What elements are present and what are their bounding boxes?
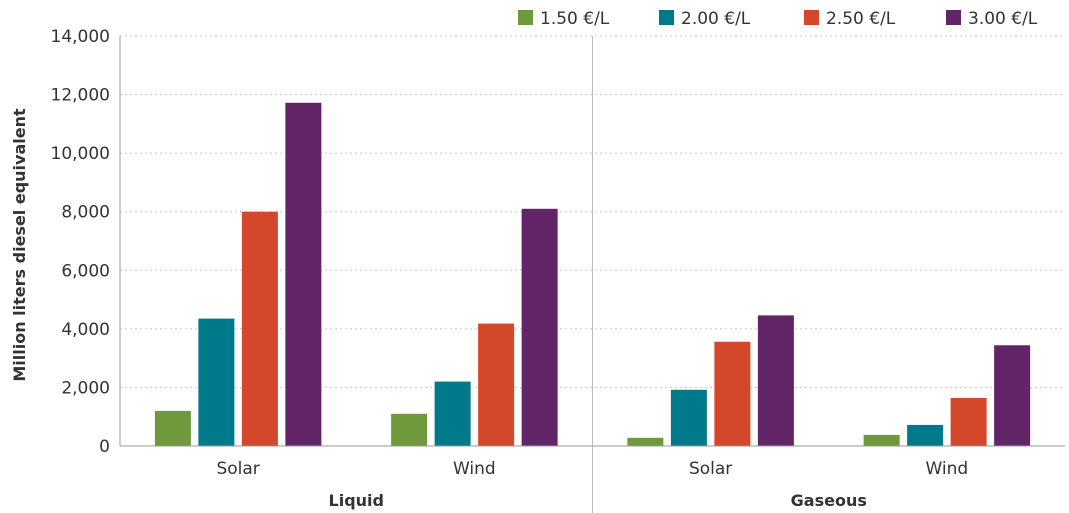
bar <box>521 208 558 446</box>
legend-label: 1.50 €/L <box>540 9 610 29</box>
bar <box>670 389 707 446</box>
y-tick-label: 10,000 <box>51 144 110 164</box>
bar <box>714 341 751 446</box>
bar <box>950 397 987 446</box>
bar <box>198 318 235 446</box>
x-category-label: Solar <box>689 459 732 479</box>
legend-swatch <box>804 10 819 25</box>
y-tick-label: 8,000 <box>61 203 110 223</box>
bar <box>994 345 1031 446</box>
legend-label: 2.50 €/L <box>826 9 896 29</box>
y-tick-label: 6,000 <box>61 261 110 281</box>
y-tick-label: 0 <box>99 437 110 457</box>
legend-item: 1.50 €/L <box>518 9 610 29</box>
x-group-labels: Liquid Gaseous <box>329 491 867 510</box>
bar <box>863 434 900 446</box>
y-tick-label: 14,000 <box>51 27 110 47</box>
bar <box>478 323 515 446</box>
legend-item: 3.00 €/L <box>946 9 1038 29</box>
y-axis-label: Million liters diesel equivalent <box>10 108 29 382</box>
bar <box>907 424 944 446</box>
y-tick-label: 12,000 <box>51 86 110 106</box>
legend-swatch <box>946 10 961 25</box>
x-category-label: Wind <box>926 459 969 479</box>
x-group-label: Liquid <box>329 491 384 510</box>
bar <box>241 211 278 446</box>
bars <box>154 102 1031 447</box>
y-tick-label: 4,000 <box>61 320 110 340</box>
legend-item: 2.50 €/L <box>804 9 896 29</box>
bar <box>627 437 664 446</box>
bar <box>154 410 191 446</box>
bar <box>434 381 471 446</box>
legend-swatch <box>518 10 533 25</box>
legend-swatch <box>659 10 674 25</box>
legend-item: 2.00 €/L <box>659 9 751 29</box>
axes <box>119 36 1065 447</box>
y-tick-labels: 0 2,000 4,000 6,000 8,000 10,000 12,000 14,000 <box>51 27 110 457</box>
x-category-labels: Solar Wind Solar Wind <box>216 459 968 479</box>
bar <box>757 315 794 446</box>
x-group-label: Gaseous <box>791 491 867 510</box>
x-category-label: Solar <box>216 459 259 479</box>
bar <box>285 102 322 447</box>
bar <box>391 413 428 446</box>
y-tick-label: 2,000 <box>61 378 110 398</box>
legend-label: 2.00 €/L <box>681 9 751 29</box>
x-category-label: Wind <box>453 459 496 479</box>
legend: 1.50 €/L 2.00 €/L 2.50 €/L 3.00 €/L <box>518 9 1038 29</box>
legend-label: 3.00 €/L <box>968 9 1038 29</box>
